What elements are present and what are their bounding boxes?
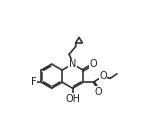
Text: N: N — [69, 59, 76, 69]
Text: F: F — [31, 77, 36, 87]
Text: OH: OH — [65, 94, 80, 104]
Text: O: O — [99, 71, 107, 81]
Text: O: O — [94, 87, 102, 97]
Text: O: O — [90, 59, 97, 69]
